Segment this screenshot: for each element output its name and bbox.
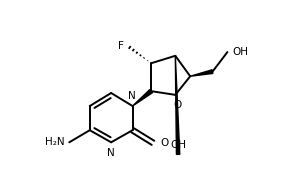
Text: OH: OH [232, 47, 248, 57]
Text: O: O [160, 138, 168, 148]
Text: O: O [173, 100, 181, 110]
Polygon shape [175, 56, 180, 154]
Polygon shape [190, 70, 213, 76]
Text: F: F [118, 41, 124, 51]
Polygon shape [132, 89, 152, 106]
Text: OH: OH [170, 140, 186, 150]
Text: N: N [107, 148, 115, 158]
Text: N: N [128, 91, 136, 101]
Text: H₂N: H₂N [45, 137, 65, 147]
